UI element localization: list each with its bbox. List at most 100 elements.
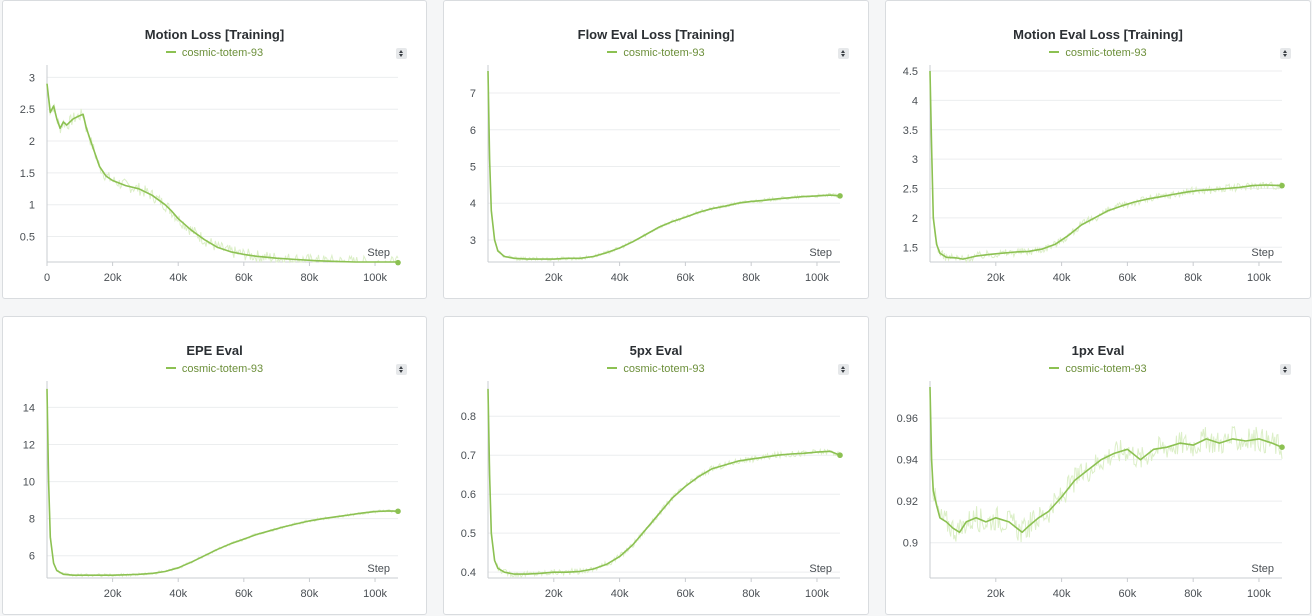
panel-menu-icon[interactable] [1280, 364, 1291, 375]
raw-series-line [929, 386, 1283, 543]
y-tick-label: 0.5 [20, 232, 35, 244]
x-axis-label: Step [367, 247, 390, 259]
panel-menu-icon[interactable] [396, 48, 407, 59]
y-tick-label: 3 [29, 72, 35, 84]
y-tick-label: 1 [29, 200, 35, 212]
x-tick-label: 60k [677, 272, 695, 284]
panel-menu-icon[interactable] [1280, 48, 1291, 59]
chart-title: Flow Eval Loss [Training] [577, 27, 735, 42]
last-point-marker [395, 508, 401, 515]
x-tick-label: 100k [363, 588, 387, 600]
raw-series-line [487, 389, 841, 579]
x-tick-label: 40k [611, 272, 629, 284]
x-tick-label: 100k [805, 272, 829, 284]
panel-menu-icon[interactable] [838, 364, 849, 375]
legend-entry[interactable]: cosmic-totem-93 [3, 47, 426, 59]
y-tick-label: 1.5 [20, 168, 35, 180]
legend-swatch [165, 51, 176, 54]
x-tick-label: 40k [169, 272, 187, 284]
y-tick-label: 0.96 [897, 413, 918, 425]
x-tick-label: 100k [805, 588, 829, 600]
line-chart[interactable]: 1.5 2 2.5 3 3.5 4 4.5 20k 40k 60k 80k 100k Step [886, 1, 1312, 300]
x-tick-label: 80k [1184, 272, 1202, 284]
x-axis-label: Step [809, 563, 832, 575]
legend-label: cosmic-totem-93 [181, 47, 264, 59]
x-tick-label: 20k [987, 588, 1005, 600]
y-tick-label: 10 [23, 477, 35, 489]
x-axis-label: Step [809, 247, 832, 259]
legend-entry[interactable]: cosmic-totem-93 [886, 47, 1310, 59]
x-tick-label: 40k [1053, 588, 1071, 600]
line-chart[interactable]: 0.5 1 1.5 2 2.5 3 0 20k 40k 60k 80k 100k Step [3, 1, 428, 300]
x-tick-label: 20k [104, 588, 122, 600]
chart-title: 5px Eval [629, 343, 683, 358]
y-tick-label: 0.4 [461, 567, 476, 579]
series-line [46, 388, 399, 577]
legend-label: cosmic-totem-93 [181, 363, 264, 375]
legend-entry[interactable]: cosmic-totem-93 [444, 363, 868, 375]
chart-panel-1: Motion Loss [Training] cosmic-totem-93 0… [2, 0, 427, 299]
x-tick-label: 80k [301, 272, 319, 284]
y-tick-label: 7 [470, 88, 476, 100]
y-tick-label: 2.5 [20, 104, 35, 116]
x-tick-label: 100k [1247, 272, 1271, 284]
legend-label: cosmic-totem-93 [1065, 363, 1147, 375]
x-tick-label: 80k [301, 588, 319, 600]
chart-panel-2: Flow Eval Loss [Training] cosmic-totem-9… [443, 0, 869, 299]
x-tick-label: 60k [235, 272, 253, 284]
legend-swatch [165, 367, 176, 370]
y-tick-label: 2 [29, 136, 35, 148]
series-line [46, 83, 398, 263]
line-chart[interactable]: 6 8 10 12 14 20k 40k 60k 80k 100k Step [3, 317, 428, 616]
y-tick-label: 0.9 [903, 538, 918, 550]
y-tick-label: 6 [29, 551, 35, 563]
legend-entry[interactable]: cosmic-totem-93 [3, 363, 426, 375]
last-point-marker [1279, 182, 1285, 189]
series-line [487, 388, 841, 575]
chart-panel-5: 5px Eval cosmic-totem-93 0.4 0.5 0.6 0.7 0.8… [443, 316, 869, 615]
y-tick-label: 0.5 [461, 528, 476, 540]
x-tick-label: 40k [169, 588, 187, 600]
legend-label: cosmic-totem-93 [1065, 47, 1147, 59]
chart-title: Motion Loss [Training] [144, 27, 285, 42]
panel-menu-icon[interactable] [396, 364, 407, 375]
line-chart[interactable]: 0.9 0.92 0.94 0.96 20k 40k 60k 80k 100k Step [886, 317, 1312, 616]
chart-panel-6: 1px Eval cosmic-totem-93 0.9 0.92 0.94 0.96… [885, 316, 1311, 615]
y-tick-label: 1.5 [903, 242, 918, 254]
chart-panel-3: Motion Eval Loss [Training] cosmic-totem… [885, 0, 1311, 299]
y-tick-label: 2 [912, 213, 918, 225]
legend-swatch [607, 51, 618, 54]
x-tick-label: 40k [1053, 272, 1071, 284]
y-tick-label: 5 [470, 162, 476, 174]
y-tick-label: 2.5 [903, 184, 918, 196]
legend-label: cosmic-totem-93 [623, 363, 705, 375]
y-tick-label: 3.5 [903, 125, 918, 137]
y-tick-label: 0.8 [461, 411, 476, 423]
legend-entry[interactable]: cosmic-totem-93 [886, 363, 1310, 375]
x-tick-label: 20k [104, 272, 122, 284]
x-axis-label: Step [1251, 563, 1274, 575]
last-point-marker [837, 452, 843, 459]
y-tick-label: 4.5 [903, 66, 918, 78]
x-tick-label: 80k [742, 588, 760, 600]
x-tick-label: 60k [1119, 588, 1137, 600]
x-tick-label: 60k [235, 588, 253, 600]
y-tick-label: 0.6 [461, 489, 476, 501]
y-tick-label: 0.92 [897, 496, 918, 508]
x-axis-label: Step [367, 563, 390, 575]
panel-menu-icon[interactable] [838, 48, 849, 59]
x-axis-label: Step [1251, 247, 1274, 259]
last-point-marker [395, 259, 401, 266]
legend-swatch [1049, 51, 1060, 54]
series-line [487, 70, 841, 260]
raw-series-line [487, 70, 840, 262]
x-tick-label: 20k [545, 588, 563, 600]
y-tick-label: 4 [470, 198, 476, 210]
x-tick-label: 40k [611, 588, 629, 600]
line-chart[interactable]: 0.4 0.5 0.6 0.7 0.8 20k 40k 60k 80k 100k Step [444, 317, 870, 616]
line-chart[interactable]: 3 4 5 6 7 20k 40k 60k 80k 100k Step [444, 1, 870, 300]
legend-swatch [1049, 367, 1060, 370]
series-line [929, 386, 1283, 534]
legend-entry[interactable]: cosmic-totem-93 [444, 47, 868, 59]
y-tick-label: 3 [470, 235, 476, 247]
